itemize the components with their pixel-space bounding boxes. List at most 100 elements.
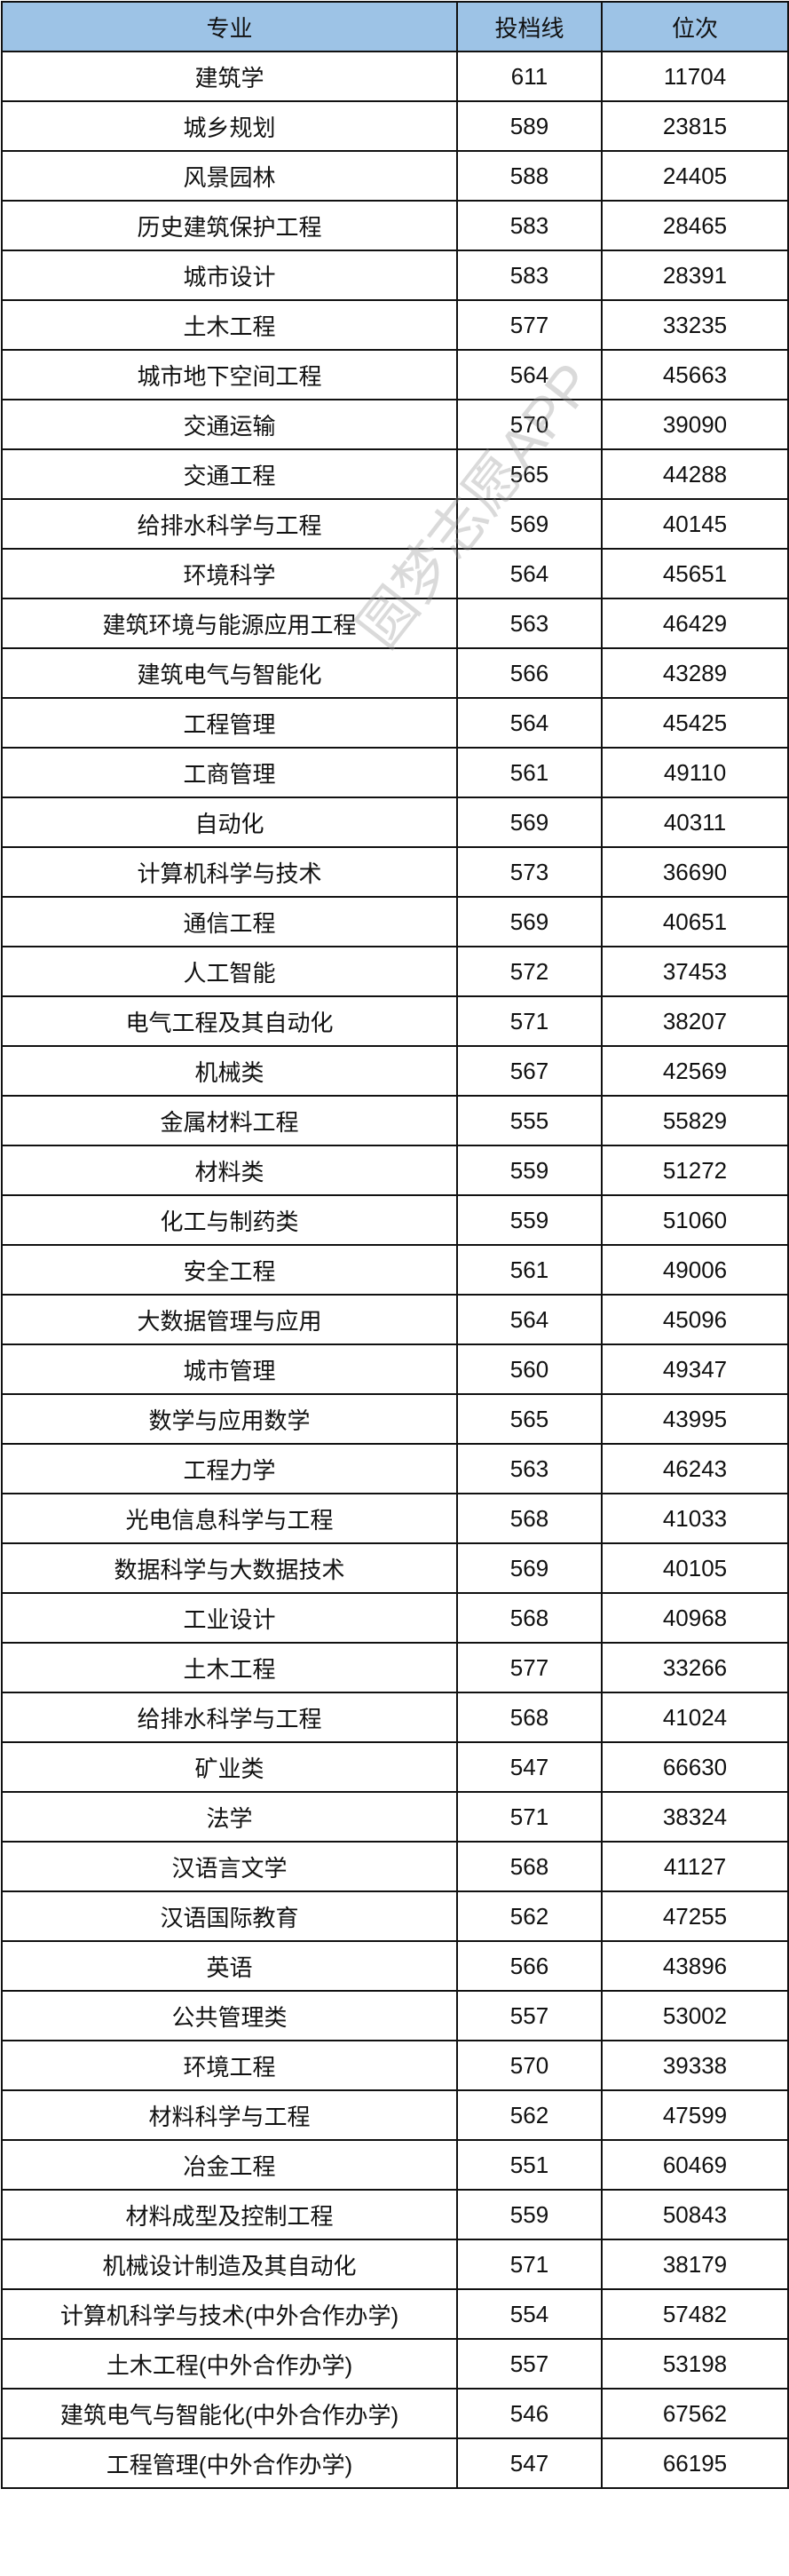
cell-score: 583 [456, 200, 603, 251]
table-row: 工程管理(中外合作办学) 547 66195 [1, 2437, 789, 2489]
cell-rank: 41033 [601, 1493, 789, 1544]
cell-major: 土木工程(中外合作办学) [1, 2338, 458, 2390]
header-rank: 位次 [601, 1, 789, 52]
table-row: 建筑环境与能源应用工程 563 46429 [1, 598, 789, 649]
cell-score: 565 [456, 1393, 603, 1445]
cell-score: 564 [456, 548, 603, 599]
cell-rank: 51272 [601, 1145, 789, 1196]
cell-major: 矿业类 [1, 1741, 458, 1793]
table-row: 建筑学 611 11704 [1, 51, 789, 102]
cell-rank: 41024 [601, 1692, 789, 1743]
table-row: 安全工程 561 49006 [1, 1244, 789, 1296]
cell-major: 环境工程 [1, 2040, 458, 2091]
cell-score: 565 [456, 448, 603, 500]
cell-score: 573 [456, 846, 603, 898]
cell-rank: 53198 [601, 2338, 789, 2390]
cell-major: 建筑学 [1, 51, 458, 102]
cell-score: 559 [456, 1194, 603, 1246]
header-major: 专业 [1, 1, 458, 52]
cell-rank: 40311 [601, 797, 789, 848]
cell-rank: 33235 [601, 299, 789, 351]
cell-score: 589 [456, 100, 603, 152]
table-row: 计算机科学与技术 573 36690 [1, 846, 789, 898]
admission-scores-table: 专业 投档线 位次 建筑学 611 11704 城乡规划 589 23815 风景园林 588… [1, 1, 789, 2489]
cell-rank: 45663 [601, 349, 789, 400]
table-row: 材料类 559 51272 [1, 1145, 789, 1196]
cell-score: 568 [456, 1692, 603, 1743]
cell-rank: 40651 [601, 896, 789, 947]
table-row: 大数据管理与应用 564 45096 [1, 1294, 789, 1345]
cell-major: 交通运输 [1, 399, 458, 450]
cell-rank: 37453 [601, 946, 789, 997]
cell-major: 建筑环境与能源应用工程 [1, 598, 458, 649]
cell-major: 材料成型及控制工程 [1, 2189, 458, 2240]
cell-score: 569 [456, 1542, 603, 1594]
cell-major: 工业设计 [1, 1592, 458, 1644]
cell-score: 611 [456, 51, 603, 102]
cell-score: 564 [456, 1294, 603, 1345]
cell-major: 土木工程 [1, 1642, 458, 1693]
table-row: 材料科学与工程 562 47599 [1, 2089, 789, 2141]
table-row: 建筑电气与智能化 566 43289 [1, 647, 789, 699]
cell-score: 564 [456, 349, 603, 400]
cell-major: 安全工程 [1, 1244, 458, 1296]
cell-rank: 40145 [601, 498, 789, 550]
cell-score: 547 [456, 2437, 603, 2489]
cell-rank: 53002 [601, 1990, 789, 2041]
cell-rank: 23815 [601, 100, 789, 152]
cell-major: 金属材料工程 [1, 1095, 458, 1146]
table-row: 电气工程及其自动化 571 38207 [1, 995, 789, 1047]
table-row: 化工与制药类 559 51060 [1, 1194, 789, 1246]
cell-rank: 47255 [601, 1890, 789, 1942]
table-row: 光电信息科学与工程 568 41033 [1, 1493, 789, 1544]
cell-major: 工程力学 [1, 1443, 458, 1494]
cell-rank: 57482 [601, 2288, 789, 2340]
cell-major: 土木工程 [1, 299, 458, 351]
cell-score: 571 [456, 995, 603, 1047]
table-row: 给排水科学与工程 568 41024 [1, 1692, 789, 1743]
cell-score: 547 [456, 1741, 603, 1793]
cell-rank: 40968 [601, 1592, 789, 1644]
cell-rank: 38207 [601, 995, 789, 1047]
cell-rank: 45425 [601, 697, 789, 749]
cell-major: 历史建筑保护工程 [1, 200, 458, 251]
cell-rank: 39090 [601, 399, 789, 450]
cell-rank: 49347 [601, 1343, 789, 1395]
table-row: 交通运输 570 39090 [1, 399, 789, 450]
cell-score: 571 [456, 2239, 603, 2290]
cell-score: 555 [456, 1095, 603, 1146]
cell-major: 材料科学与工程 [1, 2089, 458, 2141]
cell-rank: 43896 [601, 1940, 789, 1992]
cell-score: 570 [456, 2040, 603, 2091]
table-row: 计算机科学与技术(中外合作办学) 554 57482 [1, 2288, 789, 2340]
table-row: 环境科学 564 45651 [1, 548, 789, 599]
table-row: 汉语国际教育 562 47255 [1, 1890, 789, 1942]
cell-rank: 67562 [601, 2388, 789, 2439]
cell-major: 环境科学 [1, 548, 458, 599]
cell-rank: 41127 [601, 1841, 789, 1892]
cell-score: 566 [456, 647, 603, 699]
cell-rank: 36690 [601, 846, 789, 898]
cell-major: 建筑电气与智能化 [1, 647, 458, 699]
table-body: 建筑学 611 11704 城乡规划 589 23815 风景园林 588 24405 历史建筑保… [1, 51, 789, 2489]
cell-rank: 66630 [601, 1741, 789, 1793]
cell-major: 数学与应用数学 [1, 1393, 458, 1445]
cell-score: 571 [456, 1791, 603, 1843]
cell-rank: 28391 [601, 250, 789, 301]
cell-score: 567 [456, 1045, 603, 1097]
table-row: 人工智能 572 37453 [1, 946, 789, 997]
cell-score: 560 [456, 1343, 603, 1395]
cell-major: 机械类 [1, 1045, 458, 1097]
table-row: 风景园林 588 24405 [1, 150, 789, 202]
table-row: 工程力学 563 46243 [1, 1443, 789, 1494]
table-row: 材料成型及控制工程 559 50843 [1, 2189, 789, 2240]
table-row: 土木工程(中外合作办学) 557 53198 [1, 2338, 789, 2390]
cell-rank: 49110 [601, 747, 789, 798]
cell-score: 572 [456, 946, 603, 997]
cell-major: 汉语国际教育 [1, 1890, 458, 1942]
cell-rank: 33266 [601, 1642, 789, 1693]
table-row: 数据科学与大数据技术 569 40105 [1, 1542, 789, 1594]
cell-rank: 44288 [601, 448, 789, 500]
cell-score: 568 [456, 1493, 603, 1544]
cell-major: 冶金工程 [1, 2139, 458, 2191]
